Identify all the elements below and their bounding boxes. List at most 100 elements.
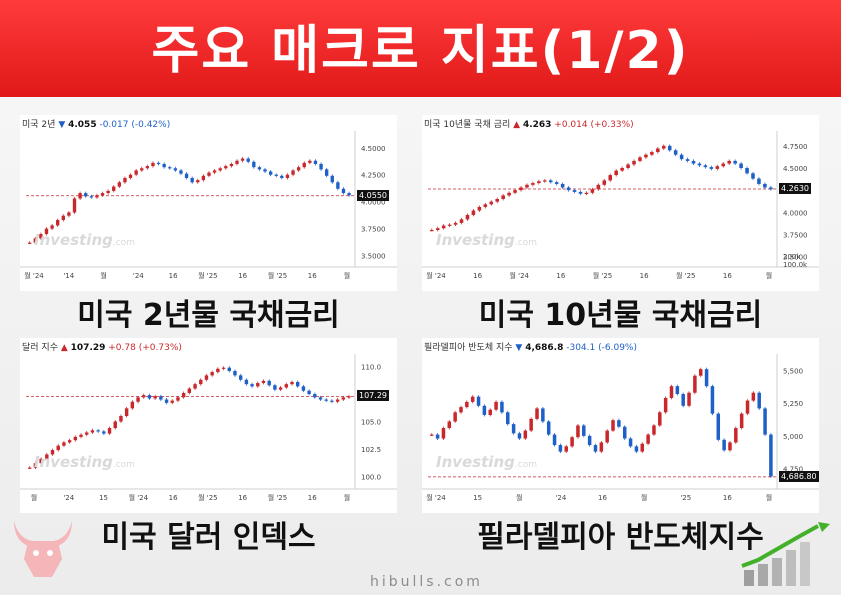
candle-body bbox=[184, 173, 189, 178]
candle-body bbox=[130, 401, 135, 409]
y-tick-label: 4.2500 bbox=[361, 172, 386, 180]
chart-caption: 미국 10년물 국채금리 bbox=[478, 298, 763, 333]
candle-body bbox=[285, 174, 290, 178]
candle-body bbox=[308, 160, 312, 163]
candle-body bbox=[622, 426, 627, 439]
candle-body bbox=[617, 420, 621, 427]
x-tick-label: 월 bbox=[766, 493, 772, 502]
candle-body bbox=[107, 428, 112, 434]
site-footer: hibulls.com bbox=[370, 574, 483, 590]
x-tick-label: '25 bbox=[680, 494, 691, 502]
chart-change-pct: (+0.33%) bbox=[590, 120, 634, 130]
candle-body bbox=[476, 396, 481, 406]
x-tick-label: 월 bbox=[516, 493, 522, 502]
candle-body bbox=[489, 201, 494, 205]
candle-body bbox=[673, 150, 678, 155]
y-tick-label: 4.5000 bbox=[361, 145, 386, 153]
candle-body bbox=[330, 175, 334, 183]
x-tick-label: 16 bbox=[238, 272, 247, 280]
candle-body bbox=[570, 437, 574, 447]
candle-body bbox=[201, 175, 206, 181]
candle-body bbox=[435, 434, 440, 439]
candle-body bbox=[751, 173, 755, 179]
candle-body bbox=[261, 380, 266, 384]
candle-body bbox=[45, 454, 49, 459]
candle-body bbox=[483, 204, 488, 207]
candle-body bbox=[495, 199, 499, 202]
x-tick-label: '24 bbox=[63, 494, 74, 502]
candle-body bbox=[106, 190, 110, 194]
candle-body bbox=[313, 394, 317, 398]
chart-header: 미국 10년물 국채 금리 ▲ 4.263 +0.014 (+0.33%) bbox=[424, 117, 634, 130]
candle-body bbox=[207, 172, 211, 176]
x-tick-label: '24 bbox=[133, 272, 144, 280]
chart-svg: 5,500 5,250 5,000 4,750 월 '24 15 월 '24 16 월 '25 16 월 bbox=[422, 354, 819, 502]
x-tick-label: 월 '24 bbox=[426, 493, 446, 502]
x-tick-label: 월 bbox=[31, 493, 37, 502]
candle-body bbox=[145, 166, 150, 169]
candle-body bbox=[745, 168, 749, 174]
volume-tick-label: 100.0k bbox=[783, 261, 808, 269]
candle-body bbox=[587, 435, 592, 446]
candle-body bbox=[123, 177, 127, 183]
x-tick-label: 16 bbox=[169, 272, 178, 280]
candle-body bbox=[267, 380, 271, 386]
candle-body bbox=[56, 445, 60, 451]
candle-body bbox=[704, 369, 709, 387]
x-tick-label: 월 '24 bbox=[426, 271, 446, 280]
candle-body bbox=[656, 148, 660, 153]
candle-body bbox=[628, 438, 633, 447]
candle-body bbox=[757, 178, 761, 184]
candle-body bbox=[319, 163, 323, 170]
candle-body bbox=[669, 386, 674, 398]
candle-body bbox=[324, 169, 329, 176]
candle-body bbox=[658, 412, 662, 426]
y-tick-label: 5,500 bbox=[783, 367, 803, 375]
direction-arrow-icon: ▲ bbox=[60, 343, 68, 353]
candle-body bbox=[578, 191, 583, 194]
candle-body bbox=[159, 396, 163, 400]
candle-body bbox=[140, 168, 144, 171]
candle-body bbox=[506, 412, 510, 425]
x-tick-label: 16 bbox=[640, 272, 649, 280]
candle-body bbox=[715, 166, 720, 169]
candle-body bbox=[679, 154, 684, 160]
candle-body bbox=[151, 162, 155, 167]
y-tick-label: 4,750 bbox=[783, 466, 803, 474]
candle-body bbox=[89, 196, 93, 198]
x-tick-label: 16 bbox=[723, 494, 732, 502]
chart-caption: 미국 2년물 국채금리 bbox=[77, 298, 340, 333]
candle-body bbox=[240, 158, 245, 161]
investing-watermark: Investing.com bbox=[34, 453, 135, 471]
candle-body bbox=[85, 432, 89, 435]
candle-body bbox=[67, 212, 71, 216]
candle-body bbox=[147, 395, 152, 399]
x-tick-label: 월 bbox=[641, 493, 647, 502]
chart-caption: 미국 달러 인덱스 bbox=[101, 520, 316, 555]
x-tick-label: 월 bbox=[100, 271, 106, 280]
candle-body bbox=[196, 180, 200, 183]
candle-body bbox=[204, 375, 209, 380]
candle-body bbox=[224, 166, 228, 169]
candle-body bbox=[273, 385, 277, 390]
candle-body bbox=[44, 228, 49, 235]
chart-name: 미국 10년물 국채 금리 bbox=[424, 120, 511, 130]
candle-body bbox=[90, 430, 95, 433]
candle-body bbox=[471, 210, 476, 215]
y-tick-label: 3.5000 bbox=[361, 253, 386, 261]
candle-body bbox=[769, 187, 773, 190]
candle-body bbox=[608, 175, 613, 181]
y-tick-label: 4.5000 bbox=[783, 165, 808, 173]
x-tick-label: 16 bbox=[598, 494, 607, 502]
y-tick-label: 110.0 bbox=[361, 364, 381, 372]
candle-body bbox=[697, 163, 702, 166]
candle-body bbox=[546, 421, 551, 435]
candle-body bbox=[341, 397, 346, 400]
direction-arrow-icon: ▼ bbox=[58, 120, 66, 130]
candle-body bbox=[739, 413, 744, 429]
chart-value: 4,686.8 bbox=[525, 343, 564, 353]
candle-body bbox=[519, 187, 523, 191]
candle-body bbox=[33, 238, 37, 243]
chart-header: 필라델피아 반도체 지수 ▼ 4,686.8 -304.1 (-6.09%) bbox=[424, 340, 637, 353]
chart-panel: 필라델피아 반도체 지수 ▼ 4,686.8 -304.1 (-6.09%) 5,… bbox=[422, 338, 819, 513]
